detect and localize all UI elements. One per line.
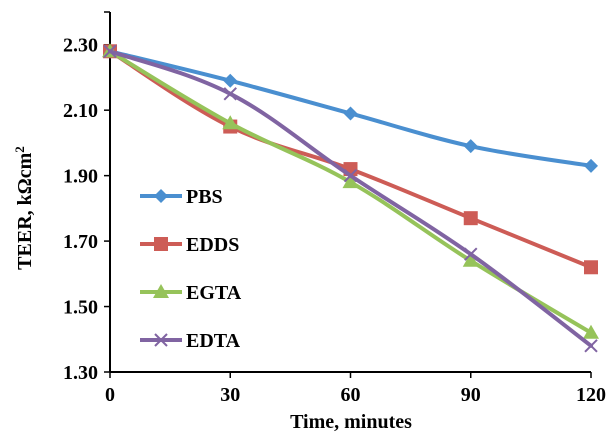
y-axis-title-superscript: 2: [12, 146, 27, 153]
x-axis-title: Time, minutes: [290, 411, 412, 433]
data-point-egta: [222, 115, 239, 130]
y-axis-title: TEER, kΩcm2: [12, 146, 37, 270]
y-tick-label: 1.90: [63, 166, 98, 188]
y-tick-label: 1.50: [63, 297, 98, 319]
y-tick-label: 2.10: [63, 100, 98, 122]
marker-stroke: [103, 44, 117, 58]
legend-marker-edds: [154, 237, 168, 251]
data-point-edta: [103, 44, 117, 58]
series-pbs: [103, 44, 598, 173]
data-point-pbs: [223, 73, 238, 88]
y-tick-label: 1.70: [63, 231, 98, 253]
x-tick-label: 60: [341, 384, 361, 406]
x-tick-label: 0: [105, 384, 115, 406]
series-layer: [102, 43, 599, 353]
legend-item-edds: EDDS: [140, 234, 239, 256]
tick-labels: 1.30 1.50 1.70 1.90 2.10 2.30 0 30 60 90 120: [63, 35, 606, 406]
data-point-pbs: [584, 158, 598, 173]
legend-marker-egta: [153, 284, 169, 298]
x-tick-label: 90: [461, 384, 481, 406]
legend-item-pbs: PBS: [140, 186, 223, 208]
y-tick-label: 2.30: [63, 35, 98, 57]
y-tick-label: 1.30: [63, 362, 98, 384]
legend-item-egta: EGTA: [140, 282, 242, 304]
data-point-egta: [342, 174, 359, 189]
marker-stroke: [343, 168, 358, 183]
series-edta: [103, 44, 598, 353]
legend-item-edta: EDTA: [140, 330, 241, 352]
x-tick-label: 30: [220, 384, 240, 406]
data-point-edta: [584, 339, 598, 353]
marker-stroke: [464, 247, 478, 261]
legend: PBS EDDS EGTA EDTA: [140, 186, 242, 352]
legend-marker-pbs: [154, 189, 168, 203]
legend-label-edds: EDDS: [186, 234, 239, 256]
data-point-pbs: [343, 106, 358, 121]
data-point-edds: [463, 211, 478, 226]
data-point-edta: [343, 168, 358, 183]
x-tick-label: 120: [576, 384, 606, 406]
legend-label-edta: EDTA: [186, 330, 241, 352]
data-point-edta: [464, 247, 478, 261]
marker-stroke: [584, 339, 598, 353]
series-edds: [103, 44, 598, 275]
data-point-egta: [583, 324, 599, 339]
y-axis-title-main: TEER, kΩcm: [14, 152, 36, 269]
legend-label-pbs: PBS: [186, 186, 223, 208]
data-point-edta: [223, 87, 237, 101]
legend-label-egta: EGTA: [186, 282, 242, 304]
series-line-edds: [108, 49, 593, 270]
data-point-pbs: [463, 139, 478, 154]
axes: [104, 11, 592, 378]
data-point-egta: [462, 252, 479, 267]
marker-stroke: [154, 333, 168, 347]
data-point-edds: [584, 260, 598, 275]
marker-stroke: [223, 87, 237, 101]
legend-marker-edta: [154, 333, 168, 347]
